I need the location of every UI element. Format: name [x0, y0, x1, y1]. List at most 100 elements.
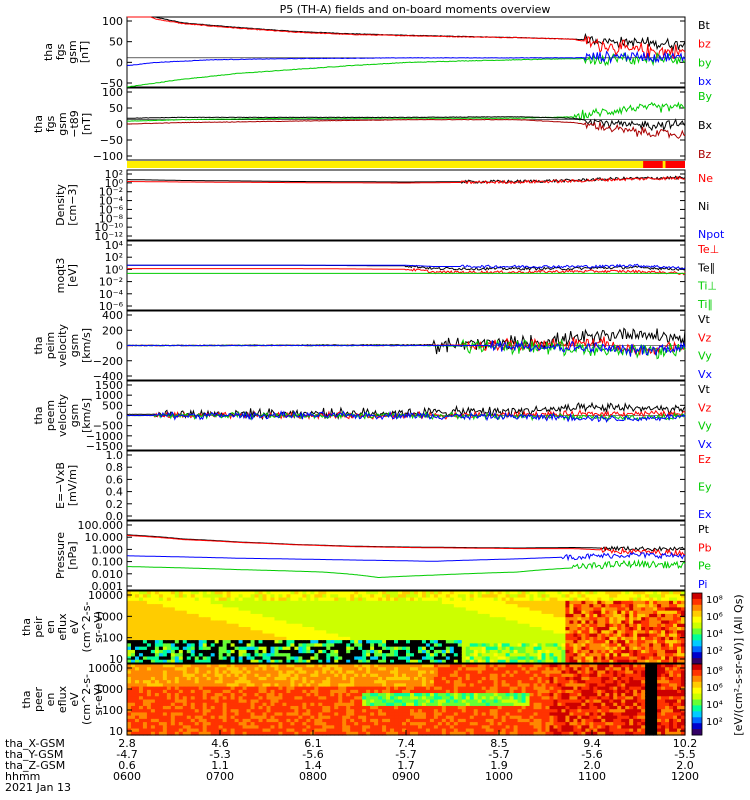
spectrogram-cell [565, 594, 571, 599]
spectrogram-cell [210, 620, 216, 625]
spectrogram-cell [210, 715, 216, 720]
spectrogram-cell [386, 699, 391, 704]
spectrogram-cell [198, 689, 204, 694]
spectrogram-cell [497, 640, 503, 644]
spectrogram-cell [254, 731, 260, 736]
spectrogram-cell [210, 689, 216, 694]
spectrogram-cell [246, 693, 252, 697]
spectrogram-cell [457, 591, 463, 595]
spectrogram-cell [222, 725, 228, 730]
spectrogram-cell [142, 627, 148, 631]
spectrogram-cell [310, 620, 315, 625]
spectrogram-cell [146, 722, 152, 726]
spectrogram-cell [605, 653, 610, 658]
spectrogram-cell [330, 683, 335, 688]
spectrogram-cell [469, 620, 475, 625]
spectrogram-cell [378, 722, 383, 726]
spectrogram-cell [653, 656, 658, 661]
spectrogram-cell [322, 607, 327, 612]
spectrogram-cell [238, 709, 244, 714]
spectrogram-cell [525, 659, 531, 664]
spectrogram-cell [649, 653, 654, 658]
spectrogram-cell [406, 667, 411, 672]
spectrogram-cell [282, 689, 288, 694]
spectrogram-cell [517, 633, 523, 638]
spectrogram-cell [366, 731, 371, 736]
spectrogram-cell [226, 656, 232, 661]
spectrogram-cell [130, 731, 136, 736]
spectrogram-cell [242, 600, 248, 605]
spectrogram-cell [182, 649, 188, 654]
spectrogram-cell [573, 617, 578, 622]
spectrogram-cell [577, 656, 582, 661]
spectrogram-cell [226, 653, 232, 658]
spectrogram-cell [653, 633, 658, 638]
spectrogram-cell [557, 617, 563, 622]
spectrogram-cell [310, 607, 315, 612]
y-tick-label: 400 [102, 309, 123, 322]
spectrogram-cell [306, 620, 311, 625]
spectrogram-cell [409, 676, 415, 681]
spectrogram-cell [589, 659, 594, 664]
spectrogram-cell [382, 725, 387, 730]
spectrogram-cell [210, 680, 216, 684]
spectrogram-cell [425, 696, 431, 701]
spectrogram-cell [461, 600, 467, 605]
spectrogram-cell [186, 594, 192, 599]
spectrogram-cell [382, 715, 387, 720]
spectrogram-cell [246, 607, 252, 612]
spectrogram-cell [190, 725, 196, 730]
spectrogram-cell [533, 613, 539, 618]
spectrogram-cell [425, 591, 431, 595]
spectrogram-cell [413, 676, 419, 681]
spectrogram-cell [441, 610, 447, 615]
spectrogram-cell [394, 617, 399, 622]
spectrogram-cell [250, 623, 256, 628]
spectrogram-cell [645, 630, 650, 635]
spectrogram-cell [158, 725, 164, 730]
spectrogram-cell [609, 656, 614, 661]
spectrogram-cell [234, 604, 240, 608]
spectrogram-cell [146, 689, 152, 694]
spectrogram-cell [190, 705, 196, 710]
spectrogram-cell [409, 731, 415, 736]
spectrogram-cell [158, 712, 164, 717]
spectrogram-cell [234, 693, 240, 697]
spectrogram-cell [262, 689, 268, 694]
spectrogram-cell [413, 670, 419, 675]
spectrogram-cell [318, 722, 323, 726]
spectrogram-cell [489, 630, 495, 635]
spectrogram-cell [230, 722, 236, 726]
spectrogram-cell [517, 656, 523, 661]
spectrogram-cell [302, 600, 307, 605]
spectrogram-cell [417, 649, 423, 654]
spectrogram-cell [645, 610, 650, 615]
spectrogram-cell [127, 680, 132, 684]
spectrogram-cell [346, 731, 351, 736]
spectrogram-cell [326, 604, 331, 608]
y-axis-label: moqt3[eV] [54, 258, 79, 294]
spectrogram-cell [525, 646, 531, 651]
spectrogram-cell [326, 664, 331, 668]
spectrogram-cell [437, 607, 443, 612]
spectrogram-cell [290, 623, 295, 628]
spectrogram-cell [294, 683, 299, 688]
spectrogram-cell [282, 613, 288, 618]
spectrogram-cell [513, 633, 519, 638]
spectrogram-cell [593, 591, 598, 595]
spectrogram-cell [198, 709, 204, 714]
spectrogram-cell [669, 653, 674, 658]
spectrogram-cell [413, 591, 419, 595]
spectrogram-cell [286, 676, 292, 681]
spectrogram-cell [449, 646, 455, 651]
spectrogram-cell [374, 712, 379, 717]
spectrogram-cell [633, 627, 638, 631]
spectrogram-cell [174, 636, 180, 641]
spectrogram-cell [398, 640, 403, 644]
spectrogram-cell [605, 604, 610, 608]
spectrogram-cell [354, 712, 359, 717]
spectrogram-cell [681, 630, 686, 635]
spectrogram-cell [306, 689, 311, 694]
spectrogram-cell [330, 667, 335, 672]
spectrogram-cell [374, 699, 379, 704]
